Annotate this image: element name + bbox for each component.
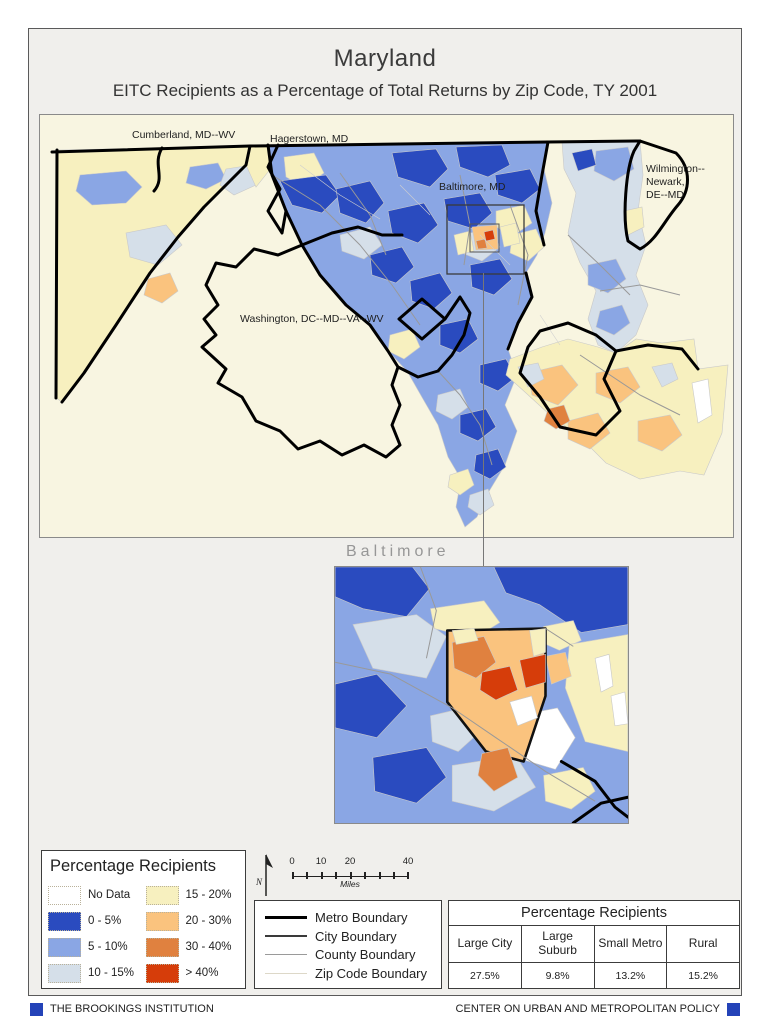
maryland-map-graphic (50, 139, 729, 528)
table-col-header: Rural (667, 926, 739, 964)
legend-item: 0 - 5% (48, 908, 142, 934)
boundary-label: Metro Boundary (315, 910, 408, 925)
table-value-row: 27.5% 9.8% 13.2% 15.2% (449, 963, 739, 988)
county-boundary-line-sample (265, 954, 307, 956)
boundary-row: City Boundary (265, 928, 431, 945)
percentage-recipients-table: Percentage Recipients Large City Large S… (448, 900, 740, 989)
metro-boundary-line-sample (265, 916, 307, 919)
legend-swatch (145, 885, 179, 905)
label-wilmington-metro: Wilmington-- Newark, DE--MD (646, 163, 705, 202)
legend-label: > 40% (185, 967, 219, 979)
legend-item: 20 - 30% (145, 908, 240, 934)
maryland-map-panel: Cumberland, MD--WV Hagerstown, MD Baltim… (39, 114, 734, 538)
table-cell: 15.2% (688, 969, 719, 982)
legend-label: 5 - 10% (88, 941, 128, 953)
label-baltimore-metro: Baltimore, MD (439, 181, 506, 193)
legend-item: > 40% (145, 960, 240, 986)
boundary-row: Metro Boundary (265, 909, 431, 926)
scale-tick: 0 (289, 856, 295, 867)
footer-left: THE BROOKINGS INSTITUTION (30, 1002, 214, 1016)
scale-units: Miles (340, 879, 360, 889)
scale-tick: 10 (315, 856, 327, 867)
legend-label: 10 - 15% (88, 967, 135, 979)
legend-label: 0 - 5% (88, 915, 122, 927)
inset-title: Baltimore (346, 543, 450, 560)
legend-swatch (48, 885, 81, 905)
legend-item: No Data (48, 882, 142, 908)
footer: THE BROOKINGS INSTITUTION CENTER ON URBA… (30, 1001, 740, 1017)
table-cell: 13.2% (595, 963, 668, 988)
footer-right-text: CENTER ON URBAN AND METROPOLITAN POLICY (455, 1003, 720, 1015)
footer-left-text: THE BROOKINGS INSTITUTION (50, 1003, 214, 1015)
scale-tick-labels: 0 10 20 40 (289, 856, 413, 868)
choropleth-legend: Percentage Recipients No Data 15 - 20% 0… (41, 850, 246, 989)
table-title: Percentage Recipients (449, 901, 739, 926)
scale-tick: 20 (344, 856, 356, 867)
table-col-header: Large Suburb (521, 926, 595, 964)
legend-title: Percentage Recipients (50, 857, 217, 875)
content-frame: Maryland EITC Recipients as a Percentage… (28, 28, 742, 996)
legend-label: 20 - 30% (185, 915, 232, 927)
legend-swatch (48, 911, 81, 931)
legend-item: 5 - 10% (48, 934, 142, 960)
legend-swatch (48, 937, 81, 957)
boundary-row: County Boundary (265, 946, 431, 963)
table-col-header: Small Metro (594, 926, 668, 964)
table-col-header: Large City (449, 926, 522, 964)
scale-bar (292, 870, 409, 879)
inset-leader-line (483, 273, 484, 566)
table-header-row: Large City Large Suburb Small Metro Rura… (449, 926, 739, 964)
legend-label: 15 - 20% (185, 889, 232, 901)
legend-swatch (145, 963, 179, 983)
boundary-label: City Boundary (315, 928, 397, 944)
legend-swatch (48, 963, 81, 983)
city-boundary-line-sample (265, 935, 307, 938)
boundary-label: Zip Code Boundary (315, 965, 428, 981)
label-hagerstown-metro: Hagerstown, MD (270, 133, 349, 145)
legend-swatch (145, 937, 179, 957)
baltimore-inset-graphic (334, 566, 630, 825)
footer-right: CENTER ON URBAN AND METROPOLITAN POLICY (455, 1002, 740, 1016)
legend-label: No Data (88, 889, 131, 901)
baltimore-inset-panel (334, 566, 630, 825)
north-arrow-icon: N (256, 854, 273, 896)
legend-item: 10 - 15% (48, 960, 142, 986)
zip-boundary-line-sample (265, 972, 307, 974)
table-cell: 9.8% (522, 963, 595, 988)
page-title: Maryland (333, 45, 437, 72)
table-cell: 27.5% (449, 963, 522, 988)
label-cumberland-metro: Cumberland, MD--WV (132, 129, 236, 141)
boundary-row: Zip Code Boundary (265, 965, 431, 982)
scale-tick: 40 (402, 856, 414, 867)
legend-label: 30 - 40% (185, 941, 232, 953)
page-subtitle: EITC Recipients as a Percentage of Total… (112, 81, 658, 100)
svg-text:N: N (256, 877, 263, 887)
label-washington-metro: Washington, DC--MD--VA--WV (240, 313, 384, 325)
boundary-legend: Metro Boundary City Boundary County Boun… (254, 900, 442, 989)
north-scale-group: N 0 10 20 40 Miles (256, 852, 446, 898)
legend-grid: No Data 15 - 20% 0 - 5% 20 - 30% 5 - 10% (48, 882, 239, 986)
legend-swatch (145, 911, 179, 931)
legend-item: 30 - 40% (145, 934, 240, 960)
center-logo-icon (727, 1002, 740, 1016)
legend-item: 15 - 20% (145, 882, 240, 908)
brookings-logo-icon (30, 1002, 43, 1016)
boundary-label: County Boundary (315, 947, 416, 963)
